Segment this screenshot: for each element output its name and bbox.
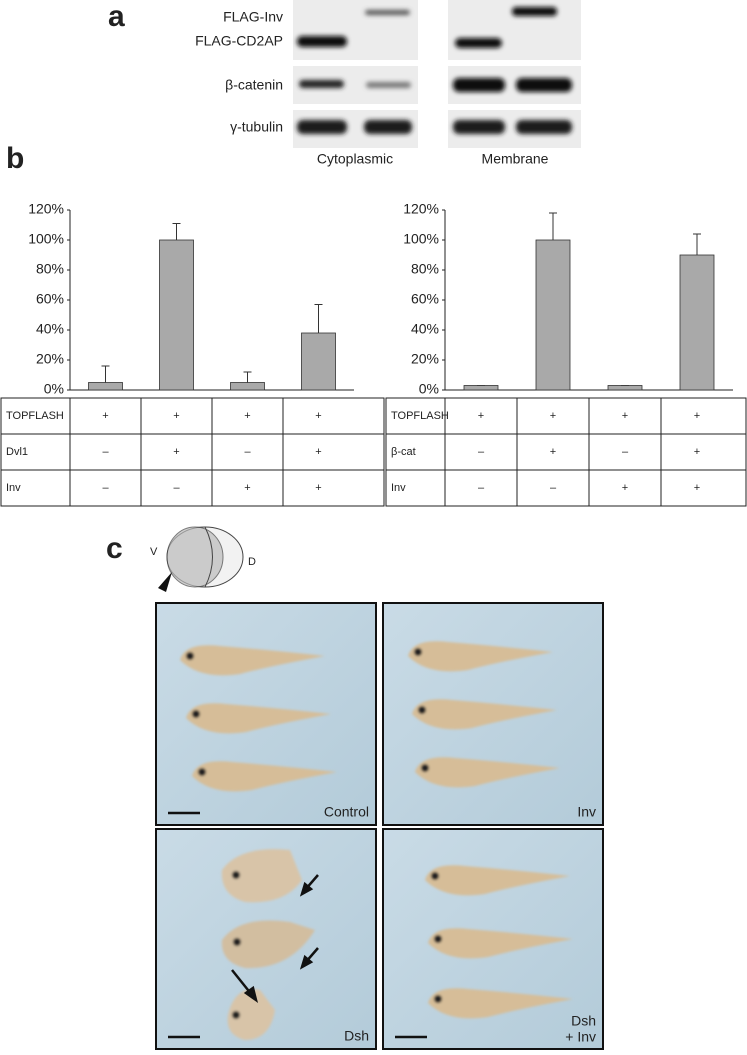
table-row-label: Inv bbox=[391, 482, 406, 494]
y-tick-label: 40% bbox=[36, 321, 64, 337]
y-tick-label: 20% bbox=[411, 351, 439, 367]
table-cell: – bbox=[102, 482, 109, 494]
table-border bbox=[385, 397, 747, 507]
blot-label: FLAG-Inv bbox=[223, 9, 283, 25]
image-label: Dsh bbox=[344, 1028, 369, 1044]
table-row-label: TOPFLASH bbox=[6, 410, 64, 422]
table-cell: + bbox=[315, 410, 321, 422]
table-cell: – bbox=[102, 446, 109, 458]
table-cell: + bbox=[478, 410, 484, 422]
bar bbox=[88, 382, 123, 391]
y-tick-label: 0% bbox=[44, 381, 64, 397]
table-cell: + bbox=[550, 410, 556, 422]
bar bbox=[230, 382, 265, 391]
table-cell: + bbox=[622, 482, 628, 494]
blots bbox=[293, 0, 581, 148]
bar bbox=[535, 239, 571, 391]
axis-label: D bbox=[248, 556, 256, 568]
bar bbox=[301, 332, 336, 391]
image-label: Dsh bbox=[571, 1013, 596, 1029]
table-cell: + bbox=[694, 410, 700, 422]
table-cell: + bbox=[173, 446, 179, 458]
tadpole-eye bbox=[434, 935, 442, 943]
tadpole bbox=[428, 928, 573, 959]
axis-label: V bbox=[150, 546, 158, 558]
embryo-diagram bbox=[158, 526, 244, 592]
image-label: + Inv bbox=[565, 1029, 596, 1045]
tadpole-eye bbox=[418, 706, 426, 714]
table-cell: + bbox=[244, 482, 250, 494]
table-cell: + bbox=[315, 446, 321, 458]
table-cell: + bbox=[694, 446, 700, 458]
y-tick-label: 120% bbox=[403, 201, 439, 217]
y-tick-label: 80% bbox=[36, 261, 64, 277]
image-label: Control bbox=[324, 804, 369, 820]
panel-label: c bbox=[106, 532, 123, 565]
tadpole bbox=[428, 988, 573, 1019]
y-tick-label: 100% bbox=[28, 231, 64, 247]
blot-label: γ-tubulin bbox=[230, 119, 283, 135]
table-cell: – bbox=[550, 482, 557, 494]
bar bbox=[607, 385, 643, 391]
tadpole-eye bbox=[431, 872, 439, 880]
charts: 0% 20% 40% 60% 80% 100% 120% TOPFLASH + + + + Dvl1 – +… bbox=[0, 201, 747, 507]
table-row-label: β-cat bbox=[391, 446, 416, 458]
tadpole bbox=[192, 761, 337, 792]
table-cell: + bbox=[244, 410, 250, 422]
tadpole bbox=[186, 703, 331, 734]
table-cell: – bbox=[622, 446, 629, 458]
table-row-label: Dvl1 bbox=[6, 446, 28, 458]
tadpole-eye bbox=[414, 648, 422, 656]
image-panels bbox=[155, 602, 604, 1050]
blot-label: β-catenin bbox=[225, 77, 283, 93]
deformed-embryos bbox=[221, 849, 315, 1040]
table-border bbox=[0, 397, 385, 507]
blot-caption: Membrane bbox=[482, 151, 549, 167]
blot-caption: Cytoplasmic bbox=[317, 151, 393, 167]
tadpole-eye bbox=[434, 995, 442, 1003]
tadpole bbox=[425, 865, 570, 896]
table-cell: – bbox=[244, 446, 251, 458]
y-tick-label: 120% bbox=[28, 201, 64, 217]
y-tick-label: 80% bbox=[411, 261, 439, 277]
table-cell: + bbox=[622, 410, 628, 422]
tadpole-eye bbox=[198, 768, 206, 776]
tadpole-eye bbox=[186, 652, 194, 660]
y-tick-label: 40% bbox=[411, 321, 439, 337]
tadpole bbox=[412, 699, 557, 730]
tadpole-eye bbox=[192, 710, 200, 718]
panel-label: b bbox=[6, 142, 24, 175]
y-tick-label: 100% bbox=[403, 231, 439, 247]
tadpole bbox=[415, 757, 560, 788]
blot-label: FLAG-CD2AP bbox=[195, 33, 283, 49]
table-row-label: TOPFLASH bbox=[391, 410, 449, 422]
y-tick-label: 60% bbox=[36, 291, 64, 307]
table-cell: + bbox=[315, 482, 321, 494]
table-cell: – bbox=[173, 482, 180, 494]
table-cell: – bbox=[478, 446, 485, 458]
table-cell: + bbox=[550, 446, 556, 458]
bar bbox=[159, 239, 194, 391]
y-tick-label: 60% bbox=[411, 291, 439, 307]
image-label: Inv bbox=[577, 804, 596, 820]
y-tick-label: 0% bbox=[419, 381, 439, 397]
table-cell: + bbox=[102, 410, 108, 422]
table-cell: + bbox=[694, 482, 700, 494]
table-cell: – bbox=[478, 482, 485, 494]
y-tick-label: 20% bbox=[36, 351, 64, 367]
table-cell: + bbox=[173, 410, 179, 422]
bar bbox=[463, 385, 499, 391]
tadpole bbox=[180, 645, 325, 676]
panel-label: a bbox=[108, 0, 125, 33]
bar bbox=[679, 254, 715, 391]
tadpole bbox=[408, 641, 553, 672]
tadpole-eye bbox=[421, 764, 429, 772]
table-row-label: Inv bbox=[6, 482, 21, 494]
